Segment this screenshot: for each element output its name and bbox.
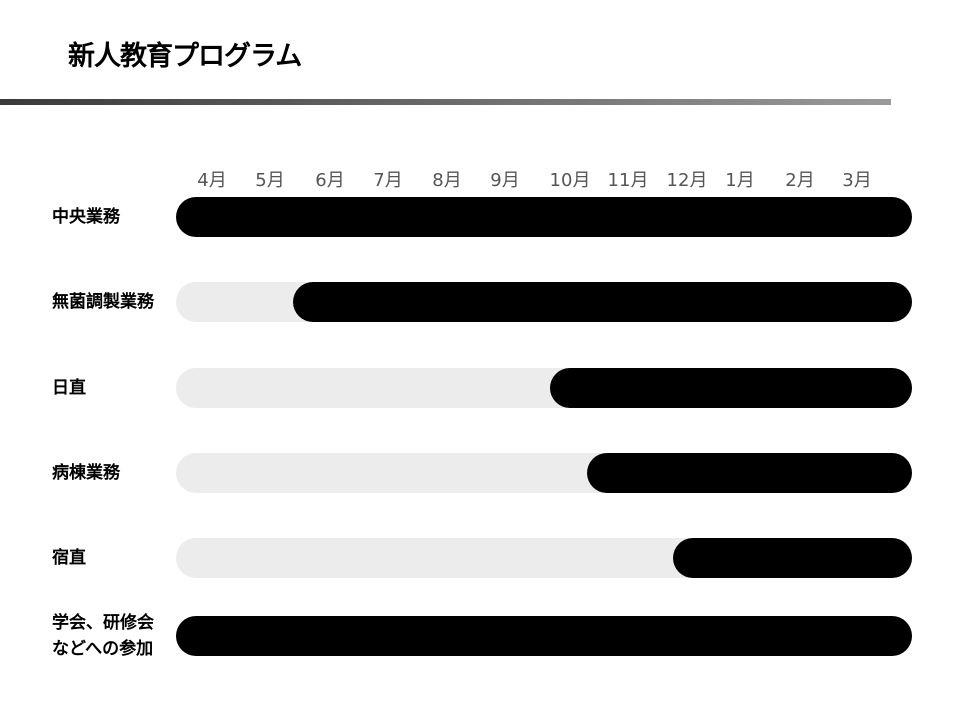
page-title: 新人教育プログラム bbox=[68, 41, 302, 72]
month-tick-label: 8月 bbox=[432, 170, 462, 191]
month-tick-label: 5月 bbox=[255, 170, 285, 191]
month-tick-label: 7月 bbox=[373, 170, 403, 191]
month-tick-label: 3月 bbox=[842, 170, 872, 191]
month-tick-label: 6月 bbox=[315, 170, 345, 191]
row-label: 日直 bbox=[52, 378, 86, 398]
month-tick-label: 4月 bbox=[197, 170, 227, 191]
month-tick-label: 10月 bbox=[549, 170, 591, 191]
row-label: 病棟業務 bbox=[52, 463, 120, 483]
timeline-bar bbox=[672, 538, 912, 578]
month-tick-label: 1月 bbox=[725, 170, 755, 191]
timeline-bar bbox=[176, 197, 912, 237]
timeline-bar bbox=[292, 282, 912, 322]
title-divider bbox=[0, 99, 891, 105]
timeline-bar bbox=[586, 453, 912, 493]
month-tick-label: 12月 bbox=[666, 170, 708, 191]
timeline-bar bbox=[550, 368, 912, 408]
month-tick-label: 9月 bbox=[490, 170, 520, 191]
row-label: 宿直 bbox=[52, 548, 86, 568]
timeline-bar bbox=[176, 616, 912, 656]
month-tick-label: 2月 bbox=[785, 170, 815, 191]
month-tick-label: 11月 bbox=[607, 170, 649, 191]
row-label: 無菌調製業務 bbox=[52, 292, 154, 312]
row-label: 中央業務 bbox=[52, 207, 120, 227]
row-label: 学会、研修会 などへの参加 bbox=[52, 613, 154, 659]
